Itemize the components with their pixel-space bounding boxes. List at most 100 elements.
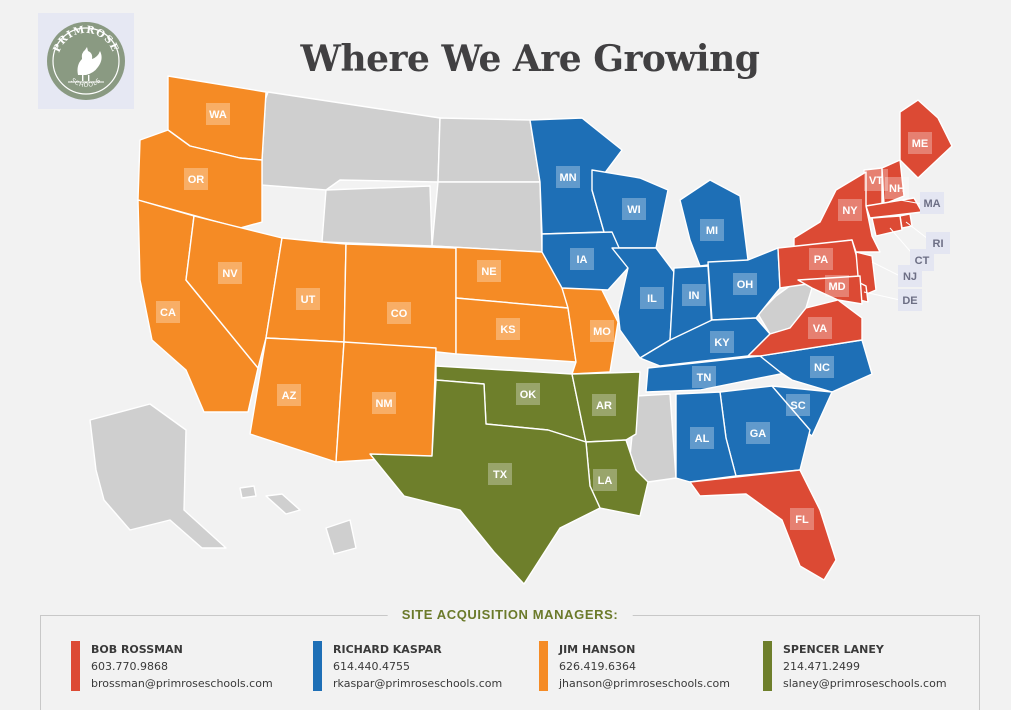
state-abbr-text: OK <box>520 389 537 401</box>
manager-color-swatch <box>763 641 772 691</box>
state-label-box <box>885 177 909 199</box>
state-label-box <box>593 469 617 491</box>
state-label-box <box>898 265 922 287</box>
state-abbr-text: MN <box>559 172 576 184</box>
state-label-box <box>206 103 230 125</box>
logo-subtext: SCHOOLS <box>70 77 103 89</box>
manager-email[interactable]: slaney@primroseschools.com <box>783 677 947 690</box>
manager-phone: 603.770.9868 <box>91 660 168 673</box>
blue-region <box>529 117 873 483</box>
manager-phone: 214.471.2499 <box>783 660 860 673</box>
manager-phone: 626.419.6364 <box>559 660 636 673</box>
logo-ring <box>52 27 120 95</box>
state-label-ar: AR <box>592 394 616 416</box>
state-label-box <box>908 132 932 154</box>
state-label-box <box>622 198 646 220</box>
state-ak <box>89 403 227 549</box>
page-title: Where We Are Growing <box>300 38 760 80</box>
state-nh <box>881 159 905 205</box>
state-label-ny: NY <box>838 199 862 221</box>
state-label-az: AZ <box>277 384 301 406</box>
state-abbr-text: FL <box>795 514 809 526</box>
state-abbr-text: CT <box>915 255 930 267</box>
state-label-sc: SC <box>786 394 810 416</box>
state-label-in: IN <box>682 284 706 306</box>
state-abbr-text: NJ <box>903 271 917 283</box>
state-abbr-text: MA <box>923 198 940 210</box>
state-abbr-text: NM <box>375 398 392 410</box>
state-abbr-text: NC <box>814 362 830 374</box>
state-abbr-text: IL <box>647 293 657 305</box>
state-label-box <box>184 168 208 190</box>
state-label-nh: NH <box>885 177 909 199</box>
state-hi <box>239 485 357 555</box>
state-label-ca: CA <box>156 301 180 323</box>
state-label-box <box>809 248 833 270</box>
state-label-box <box>786 394 810 416</box>
state-label-co: CO <box>387 302 411 324</box>
state-label-ok: OK <box>516 383 540 405</box>
state-label-box <box>864 169 888 191</box>
state-label-box <box>808 317 832 339</box>
state-mt <box>247 91 441 191</box>
state-abbr-text: OR <box>188 174 205 186</box>
state-ct <box>871 215 903 237</box>
state-ky <box>639 317 771 367</box>
state-label-nc: NC <box>810 356 834 378</box>
state-abbr-text: NV <box>222 268 238 280</box>
state-label-box <box>710 331 734 353</box>
state-label-wa: WA <box>206 103 230 125</box>
state-abbr-text: SC <box>790 400 805 412</box>
state-label-nm: NM <box>372 392 396 414</box>
manager-phone: 614.440.4755 <box>333 660 410 673</box>
state-abbr-text: IA <box>577 254 588 266</box>
orange-region <box>137 75 619 463</box>
state-label-box <box>926 232 950 254</box>
state-abbr-text: PA <box>814 254 829 266</box>
state-label-ks: KS <box>496 318 520 340</box>
state-label-box <box>825 275 849 297</box>
state-abbr-text: NY <box>842 205 858 217</box>
state-abbr-text: DE <box>902 295 917 307</box>
manager-email[interactable]: jhanson@primroseschools.com <box>559 677 730 690</box>
state-nv <box>185 215 283 369</box>
state-abbr-text: MD <box>828 281 845 293</box>
state-label-box <box>746 422 770 444</box>
state-label-vt: VT <box>864 169 888 191</box>
green-region <box>369 365 649 585</box>
state-label-box <box>640 287 664 309</box>
state-label-mn: MN <box>556 166 580 188</box>
state-label-box <box>516 383 540 405</box>
manager-name: SPENCER LANEY <box>783 643 884 656</box>
manager-color-swatch <box>539 641 548 691</box>
state-label-il: IL <box>640 287 664 309</box>
state-label-box <box>898 289 922 311</box>
state-label-box <box>218 262 242 284</box>
primrose-logo-badge: PRIMROSE SCHOOLS <box>47 22 125 100</box>
state-sd <box>431 181 543 253</box>
state-label-box <box>556 166 580 188</box>
state-labels: WA OR CA NV UT AZ CO NM NE KS MO MN WI IA MI IL IN OH KY TN… <box>156 103 950 530</box>
state-abbr-text: RI <box>933 238 944 250</box>
manager-name: BOB ROSSMAN <box>91 643 183 656</box>
state-label-box <box>296 288 320 310</box>
manager-email[interactable]: brossman@primroseschools.com <box>91 677 273 690</box>
state-label-box <box>790 508 814 530</box>
state-label-me: ME <box>908 132 932 154</box>
state-label-ne: NE <box>477 260 501 282</box>
state-label-fl: FL <box>790 508 814 530</box>
state-wy <box>321 185 433 247</box>
state-label-box <box>690 427 714 449</box>
manager-email[interactable]: rkaspar@primroseschools.com <box>333 677 503 690</box>
legend-heading: SITE ACQUISITION MANAGERS: <box>387 607 633 622</box>
state-label-de: DE <box>898 289 922 311</box>
state-label-ia: IA <box>570 248 594 270</box>
state-abbr-text: LA <box>598 475 613 487</box>
state-abbr-text: MI <box>706 225 718 237</box>
state-label-box <box>682 284 706 306</box>
state-abbr-text: TN <box>697 372 712 384</box>
state-label-box <box>387 302 411 324</box>
state-label-al: AL <box>690 427 714 449</box>
state-label-box <box>692 366 716 388</box>
state-label-tx: TX <box>488 463 512 485</box>
